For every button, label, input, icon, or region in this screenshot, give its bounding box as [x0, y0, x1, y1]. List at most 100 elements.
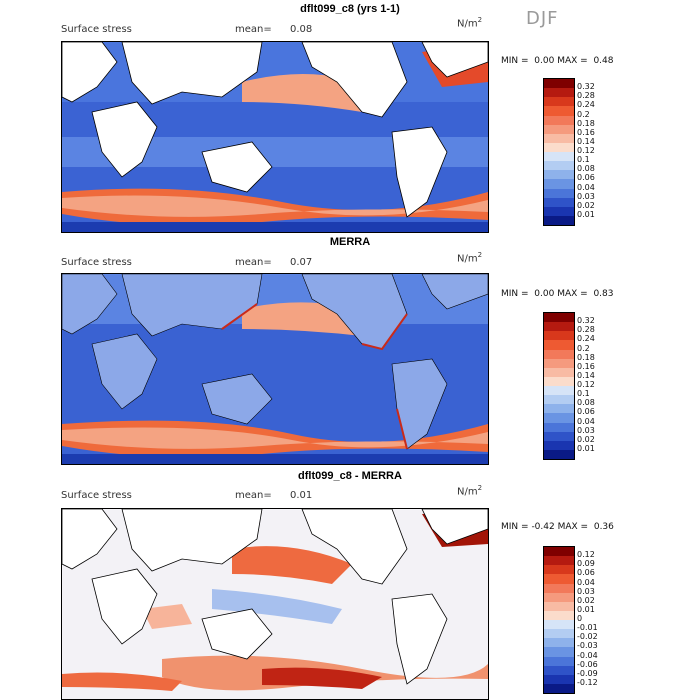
colorbar-swatch [544, 358, 574, 368]
colorbar-swatch [544, 106, 574, 116]
colorbar-tick-label: 0.04 [577, 182, 595, 192]
panel-2-title: MERRA [329, 236, 371, 248]
colorbar-tick-label: 0.1 [577, 155, 590, 165]
colorbar-swatch [544, 556, 574, 566]
colorbar-tick-label: 0.16 [577, 127, 595, 137]
colorbar-tick-label: 0.02 [577, 434, 595, 444]
panel-2-minmax: MIN = 0.00 MAX = 0.83 [501, 289, 614, 299]
panel-2-colorbar [543, 312, 575, 460]
colorbar-swatch [544, 367, 574, 377]
colorbar-swatch [544, 404, 574, 414]
colorbar-swatch [544, 601, 574, 611]
colorbar-swatch [544, 638, 574, 648]
colorbar-swatch [544, 610, 574, 620]
colorbar-swatch [544, 629, 574, 639]
colorbar-swatch [544, 656, 574, 666]
colorbar-tick-label: 0.03 [577, 425, 595, 435]
colorbar-tick-label: 0.12 [577, 146, 595, 155]
colorbar-swatch [544, 170, 574, 180]
colorbar-swatch [544, 449, 574, 459]
colorbar-swatch [544, 313, 574, 323]
colorbar-tick-label: 0.32 [577, 316, 595, 326]
colorbar-tick-label: 0.12 [577, 550, 595, 560]
panel-3-field-label: Surface stress [61, 490, 132, 501]
colorbar-tick-label: 0.28 [577, 325, 595, 335]
colorbar-swatch [544, 583, 574, 593]
colorbar-tick-label: 0.2 [577, 343, 590, 353]
colorbar-swatch [544, 574, 574, 584]
panel-3-map-svg [62, 509, 488, 699]
colorbar-tick-label: 0.03 [577, 586, 595, 596]
panel-2-map [61, 273, 489, 465]
panel-2-map-svg [62, 274, 488, 464]
colorbar-tick-label: -0.04 [577, 650, 598, 660]
colorbar-tick-label: 0.14 [577, 136, 595, 146]
panel-3-minmax: MIN = -0.42 MAX = 0.36 [501, 522, 614, 532]
colorbar-swatch [544, 133, 574, 143]
colorbar-tick-label: -0.02 [577, 632, 598, 642]
panel-3-map [61, 508, 489, 700]
panel-3-mean-label: mean= [235, 490, 272, 501]
colorbar-swatch [544, 340, 574, 350]
colorbar-tick-label: 0.16 [577, 361, 595, 371]
colorbar-swatch [544, 197, 574, 207]
colorbar-tick-label: 0.06 [577, 407, 595, 417]
colorbar-swatch [544, 97, 574, 107]
panel-1-minmax: MIN = 0.00 MAX = 0.48 [501, 56, 614, 66]
colorbar-tick-label: 0.32 [577, 82, 595, 92]
colorbar-tick-label: 0.01 [577, 209, 595, 219]
colorbar-tick-label: -0.01 [577, 623, 598, 633]
colorbar-swatch [544, 206, 574, 216]
colorbar-swatch [544, 422, 574, 432]
colorbar-swatch [544, 565, 574, 575]
colorbar-tick-label: 0.24 [577, 334, 595, 344]
colorbar-tick-label: 0.28 [577, 91, 595, 101]
colorbar-tick-label: 0.08 [577, 164, 595, 174]
panel-3-units: N/m2 [457, 484, 483, 498]
panel-1-map-svg [62, 42, 488, 232]
panel-3-colorbar [543, 546, 575, 694]
colorbar-swatch [544, 124, 574, 134]
panel-1-mean-value: 0.08 [290, 24, 313, 35]
colorbar-swatch [544, 161, 574, 171]
colorbar-swatch [544, 79, 574, 89]
colorbar-tick-label: -0.12 [577, 677, 598, 687]
colorbar-tick-label: 0.01 [577, 604, 595, 614]
colorbar-tick-label: 0.02 [577, 595, 595, 605]
panel-1-colorbar [543, 78, 575, 226]
colorbar-swatch [544, 215, 574, 225]
colorbar-swatch [544, 440, 574, 450]
colorbar-swatch [544, 683, 574, 693]
colorbar-swatch [544, 179, 574, 189]
colorbar-tick-label: 0.18 [577, 118, 595, 128]
colorbar-tick-label: 0 [577, 614, 583, 623]
colorbar-swatch [544, 331, 574, 341]
panel-1-mean-label: mean= [235, 24, 272, 35]
panel-2-mean-value: 0.07 [290, 257, 313, 268]
colorbar-swatch [544, 188, 574, 198]
colorbar-swatch [544, 349, 574, 359]
panel-2-mean-label: mean= [235, 257, 272, 268]
season-label: DJF [526, 8, 559, 29]
colorbar-tick-label: 0.02 [577, 200, 595, 210]
colorbar-tick-label: 0.03 [577, 191, 595, 201]
colorbar-swatch [544, 322, 574, 332]
panel-3-title: dflt099_c8 - MERRA [298, 470, 402, 482]
colorbar-tick-label: 0.24 [577, 100, 595, 110]
panel-1-field-label: Surface stress [61, 24, 132, 35]
colorbar-tick-label: 0.08 [577, 398, 595, 408]
colorbar-tick-label: 0.04 [577, 577, 595, 587]
panel-1-map [61, 41, 489, 233]
colorbar-swatch [544, 647, 574, 657]
colorbar-tick-label: -0.03 [577, 641, 598, 651]
colorbar-tick-label: 0.14 [577, 370, 595, 380]
panel-1-units: N/m2 [457, 16, 483, 30]
panel-1-title: dflt099_c8 (yrs 1-1) [300, 3, 400, 15]
colorbar-tick-label: 0.04 [577, 416, 595, 426]
colorbar-tick-label: 0.06 [577, 568, 595, 578]
panel-2-field-label: Surface stress [61, 257, 132, 268]
panel-2-units: N/m2 [457, 251, 483, 265]
colorbar-swatch [544, 386, 574, 396]
colorbar-swatch [544, 115, 574, 125]
panel-3-mean-value: 0.01 [290, 490, 313, 501]
